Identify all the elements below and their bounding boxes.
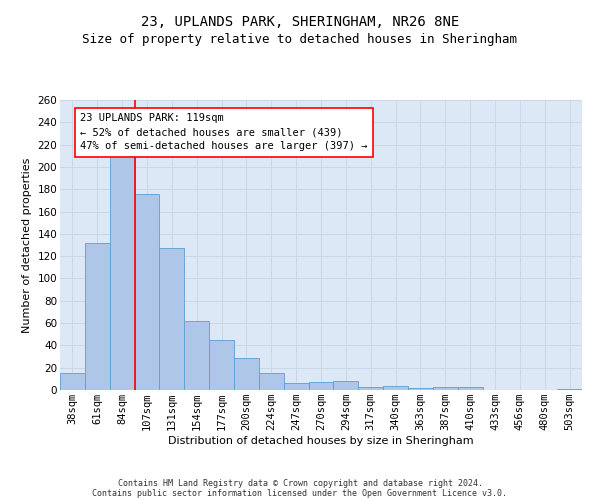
Text: 23 UPLANDS PARK: 119sqm
← 52% of detached houses are smaller (439)
47% of semi-d: 23 UPLANDS PARK: 119sqm ← 52% of detache… [80, 114, 367, 152]
Bar [308, 382, 334, 390]
X-axis label: Distribution of detached houses by size in Sheringham: Distribution of detached houses by size … [168, 436, 474, 446]
Text: 23, UPLANDS PARK, SHERINGHAM, NR26 8NE: 23, UPLANDS PARK, SHERINGHAM, NR26 8NE [141, 15, 459, 29]
Bar [557, 389, 582, 390]
Bar [234, 358, 259, 390]
Bar [60, 374, 85, 390]
Bar [433, 386, 458, 390]
Y-axis label: Number of detached properties: Number of detached properties [22, 158, 32, 332]
Bar [85, 243, 110, 390]
Bar [284, 384, 308, 390]
Bar [408, 388, 433, 390]
Bar [134, 194, 160, 390]
Bar [160, 248, 184, 390]
Bar [110, 152, 134, 390]
Bar [259, 374, 284, 390]
Bar [334, 381, 358, 390]
Text: Contains HM Land Registry data © Crown copyright and database right 2024.: Contains HM Land Registry data © Crown c… [118, 478, 482, 488]
Bar [184, 321, 209, 390]
Bar [209, 340, 234, 390]
Text: Size of property relative to detached houses in Sheringham: Size of property relative to detached ho… [83, 32, 517, 46]
Bar [358, 386, 383, 390]
Text: Contains public sector information licensed under the Open Government Licence v3: Contains public sector information licen… [92, 488, 508, 498]
Bar [383, 386, 408, 390]
Bar [458, 386, 482, 390]
